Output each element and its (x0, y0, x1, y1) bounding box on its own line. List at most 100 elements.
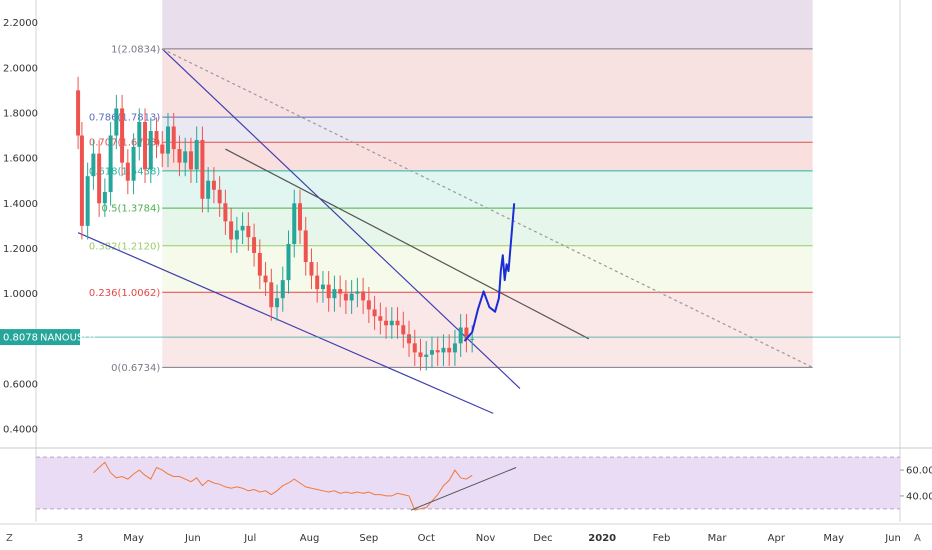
candle (97, 140, 102, 217)
candle-body (137, 121, 142, 147)
candle-body (188, 151, 193, 170)
y-tick-label: 1.4000 (3, 199, 38, 210)
candle (229, 207, 234, 253)
candle (114, 94, 119, 150)
fib-zone-2 (162, 142, 813, 171)
candle-body (263, 275, 268, 283)
candle-body (125, 162, 130, 181)
fib-level-label: 0.618(1.5438) (89, 166, 161, 177)
candle (171, 112, 176, 163)
candle (269, 268, 274, 321)
x-tick-label: Apr (768, 533, 786, 544)
candle-body (131, 146, 136, 181)
y-tick-label: 1.0000 (3, 289, 38, 300)
candle-body (102, 192, 107, 204)
candle (458, 313, 463, 357)
x-tick-label: Feb (653, 533, 671, 544)
candle-body (257, 252, 262, 276)
candle-body (91, 153, 96, 177)
x-tick-label: Sep (359, 533, 378, 544)
candle (309, 248, 314, 290)
candle (389, 307, 394, 339)
candle-body (200, 140, 205, 199)
candle (355, 277, 360, 308)
x-tick-label: Dec (533, 533, 552, 544)
candle-body (435, 350, 440, 353)
candle-body (315, 275, 320, 290)
candle-body (160, 144, 165, 154)
candle (257, 239, 262, 290)
candle-body (418, 352, 423, 357)
rsi-tick-label: 40.00 (906, 491, 932, 502)
candle (418, 338, 423, 371)
candle (79, 121, 84, 240)
fib-level-label: 0.707(1.6703) (89, 138, 161, 149)
fib-extension-zone (162, 0, 813, 49)
fibonacci-retracement[interactable]: 1(2.0834) 0.786(1.7813) 0.707(1.6703) 0.618… (89, 0, 813, 374)
candle (125, 149, 130, 195)
fib-level-label: 1(2.0834) (111, 44, 160, 55)
y-tick-label: 0.4000 (3, 425, 38, 436)
rsi-band (36, 457, 900, 509)
candle-body (355, 291, 360, 294)
x-tick-label: Nov (476, 533, 496, 544)
candle (102, 178, 107, 217)
x-tick-label: May (823, 533, 844, 544)
candle (384, 307, 389, 339)
fib-zone-3 (162, 170, 813, 209)
candle (372, 295, 377, 330)
y-tick-label: 2.0000 (3, 63, 38, 74)
x-tick-label: May (123, 533, 144, 544)
candle (412, 329, 417, 366)
candle (424, 341, 429, 371)
y-tick-label: 1.2000 (3, 244, 38, 255)
rsi-trend-line[interactable] (410, 467, 517, 511)
candle-body (286, 243, 291, 281)
candle (378, 302, 383, 335)
candle-body (361, 291, 366, 301)
candle (85, 162, 90, 240)
candle-body (269, 282, 274, 308)
candle (320, 271, 325, 303)
auto-scale-icon: A (914, 533, 921, 544)
candle-body (108, 135, 113, 193)
candle-body (79, 135, 84, 226)
candle (338, 275, 343, 308)
candle-body (389, 320, 394, 326)
candle (246, 212, 251, 251)
trend-line[interactable] (161, 48, 813, 368)
candle (143, 108, 148, 183)
trend-line[interactable] (77, 232, 494, 414)
candle-body (407, 334, 412, 344)
candle (464, 313, 469, 353)
candle-body (458, 327, 463, 344)
candle-body (412, 343, 417, 353)
candle-body (97, 153, 102, 204)
candle-body (470, 338, 475, 340)
trend-line[interactable] (225, 148, 590, 340)
projection-drawing[interactable] (463, 203, 516, 342)
candle (275, 284, 280, 321)
fib-level-label: 0.236(1.0062) (89, 288, 161, 299)
x-tick-label: Jun (884, 533, 901, 544)
candle-body (384, 320, 389, 326)
candle-body (297, 203, 302, 231)
candle (303, 216, 308, 276)
candle-body (320, 284, 325, 290)
candle (297, 189, 302, 244)
candle (401, 311, 406, 348)
candle (240, 212, 245, 244)
candle (200, 126, 205, 213)
candle-body (447, 347, 452, 353)
candle-body (372, 309, 377, 317)
zoom-icon: Z (6, 533, 13, 544)
y-tick-label: 2.2000 (3, 18, 38, 29)
fib-zone-1 (162, 117, 813, 143)
fib-level-label: 0.5(1.3784) (102, 204, 161, 215)
candle (223, 189, 228, 235)
fib-level-label: 0(0.6734) (111, 363, 160, 374)
candle-body (143, 121, 148, 170)
candle-body (464, 327, 469, 339)
candle-body (395, 320, 400, 326)
rsi-tick-label: 60.00 (906, 466, 932, 477)
